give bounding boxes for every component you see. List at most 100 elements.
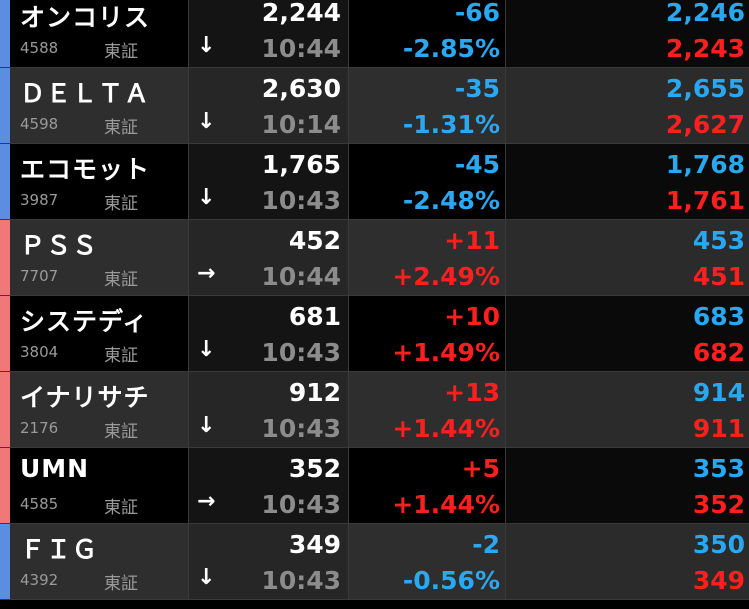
direction-stripe xyxy=(0,68,10,144)
price-cell xyxy=(188,68,348,144)
column-divider xyxy=(505,448,506,524)
ask-price: 1,768 xyxy=(665,150,745,179)
quote-row[interactable]: オンコリス 4588 東証 ↓ 2,244 10:44 -66 -2.85% 2,246 2,24… xyxy=(0,0,749,68)
change-cell xyxy=(348,448,505,524)
ask-price: 453 xyxy=(692,226,745,255)
quote-row[interactable]: ＦＩＧ 4392 東証 ↓ 349 10:43 -2 -0.56% 350 349 xyxy=(0,524,749,600)
price-cell xyxy=(188,448,348,524)
bid-price: 451 xyxy=(692,262,745,291)
quote-cell xyxy=(505,524,749,600)
last-price: 2,244 xyxy=(261,0,341,27)
exchange-label: 東証 xyxy=(104,194,138,214)
bid-price: 352 xyxy=(692,490,745,519)
quote-cell xyxy=(505,144,749,220)
arrow-right-icon: → xyxy=(197,489,216,514)
stock-code: 4588 xyxy=(20,39,59,57)
price-change: -66 xyxy=(454,0,500,27)
exchange-label: 東証 xyxy=(104,42,138,62)
change-cell xyxy=(348,372,505,448)
price-change: -45 xyxy=(454,150,500,179)
last-price: 352 xyxy=(288,454,341,483)
price-change: +11 xyxy=(444,226,500,255)
stock-name[interactable]: ＰＳＳ xyxy=(20,231,99,260)
stock-name[interactable]: イナリサチ xyxy=(20,383,150,412)
quote-row[interactable]: エコモット 3987 東証 ↓ 1,765 10:43 -45 -2.48% 1,768 1,76… xyxy=(0,144,749,220)
column-divider xyxy=(348,68,349,144)
name-cell xyxy=(10,68,188,144)
stock-name[interactable]: ＤＥＬＴＡ xyxy=(20,79,151,108)
column-divider xyxy=(188,144,189,220)
direction-stripe xyxy=(0,372,10,448)
row-divider xyxy=(0,143,749,144)
trade-time: 10:43 xyxy=(261,566,341,595)
name-cell xyxy=(10,0,188,68)
arrow-down-icon: ↓ xyxy=(197,565,216,590)
direction-stripe xyxy=(0,0,10,68)
price-change: +10 xyxy=(444,302,500,331)
quote-row[interactable]: ＰＳＳ 7707 東証 → 452 10:44 +11 +2.49% 453 451 xyxy=(0,220,749,296)
change-cell xyxy=(348,0,505,68)
exchange-label: 東証 xyxy=(104,346,138,366)
name-cell xyxy=(10,524,188,600)
change-cell xyxy=(348,68,505,144)
arrow-down-icon: ↓ xyxy=(197,33,216,58)
row-divider xyxy=(0,599,749,600)
stock-code: 7707 xyxy=(20,267,59,285)
percent-change: +1.44% xyxy=(392,490,500,519)
change-cell xyxy=(348,296,505,372)
direction-stripe xyxy=(0,220,10,296)
trade-time: 10:43 xyxy=(261,490,341,519)
exchange-label: 東証 xyxy=(104,574,138,594)
column-divider xyxy=(348,220,349,296)
column-divider xyxy=(505,220,506,296)
quote-row[interactable]: イナリサチ 2176 東証 ↓ 912 10:43 +13 +1.44% 914 911 xyxy=(0,372,749,448)
exchange-label: 東証 xyxy=(104,498,138,518)
arrow-down-icon: ↓ xyxy=(197,109,216,134)
row-divider xyxy=(0,447,749,448)
ask-price: 2,246 xyxy=(665,0,745,27)
quote-cell xyxy=(505,448,749,524)
percent-change: +1.49% xyxy=(392,338,500,367)
column-divider xyxy=(188,372,189,448)
last-price: 1,765 xyxy=(261,150,341,179)
stock-code: 3804 xyxy=(20,343,59,361)
price-cell xyxy=(188,0,348,68)
column-divider xyxy=(505,524,506,600)
trade-time: 10:43 xyxy=(261,338,341,367)
row-divider xyxy=(0,523,749,524)
percent-change: +1.44% xyxy=(392,414,500,443)
ask-price: 350 xyxy=(692,530,745,559)
direction-stripe xyxy=(0,296,10,372)
quote-cell xyxy=(505,220,749,296)
bid-price: 349 xyxy=(692,566,745,595)
quote-row[interactable]: UMN 4585 東証 → 352 10:43 +5 +1.44% 353 352 xyxy=(0,448,749,524)
quote-cell xyxy=(505,296,749,372)
arrow-down-icon: ↓ xyxy=(197,185,216,210)
quote-cell xyxy=(505,0,749,68)
quote-cell xyxy=(505,68,749,144)
column-divider xyxy=(348,524,349,600)
quote-row[interactable]: ＤＥＬＴＡ 4598 東証 ↓ 2,630 10:14 -35 -1.31% 2,655 2,62… xyxy=(0,68,749,144)
quote-row[interactable]: システディ 3804 東証 ↓ 681 10:43 +10 +1.49% 683 682 xyxy=(0,296,749,372)
change-cell xyxy=(348,524,505,600)
price-cell xyxy=(188,220,348,296)
stock-name[interactable]: システディ xyxy=(20,307,149,336)
name-cell xyxy=(10,220,188,296)
stock-name[interactable]: UMN xyxy=(20,454,90,483)
column-divider xyxy=(348,144,349,220)
stock-name[interactable]: オンコリス xyxy=(20,3,151,32)
trade-time: 10:44 xyxy=(261,34,341,63)
stock-name[interactable]: エコモット xyxy=(20,155,151,184)
price-cell xyxy=(188,372,348,448)
name-cell xyxy=(10,144,188,220)
row-divider xyxy=(0,67,749,68)
name-cell xyxy=(10,448,188,524)
stock-code: 4598 xyxy=(20,115,59,133)
column-divider xyxy=(505,0,506,68)
bid-price: 1,761 xyxy=(665,186,745,215)
last-price: 912 xyxy=(288,378,341,407)
quote-cell xyxy=(505,372,749,448)
last-price: 349 xyxy=(288,530,341,559)
stock-name[interactable]: ＦＩＧ xyxy=(20,535,99,564)
